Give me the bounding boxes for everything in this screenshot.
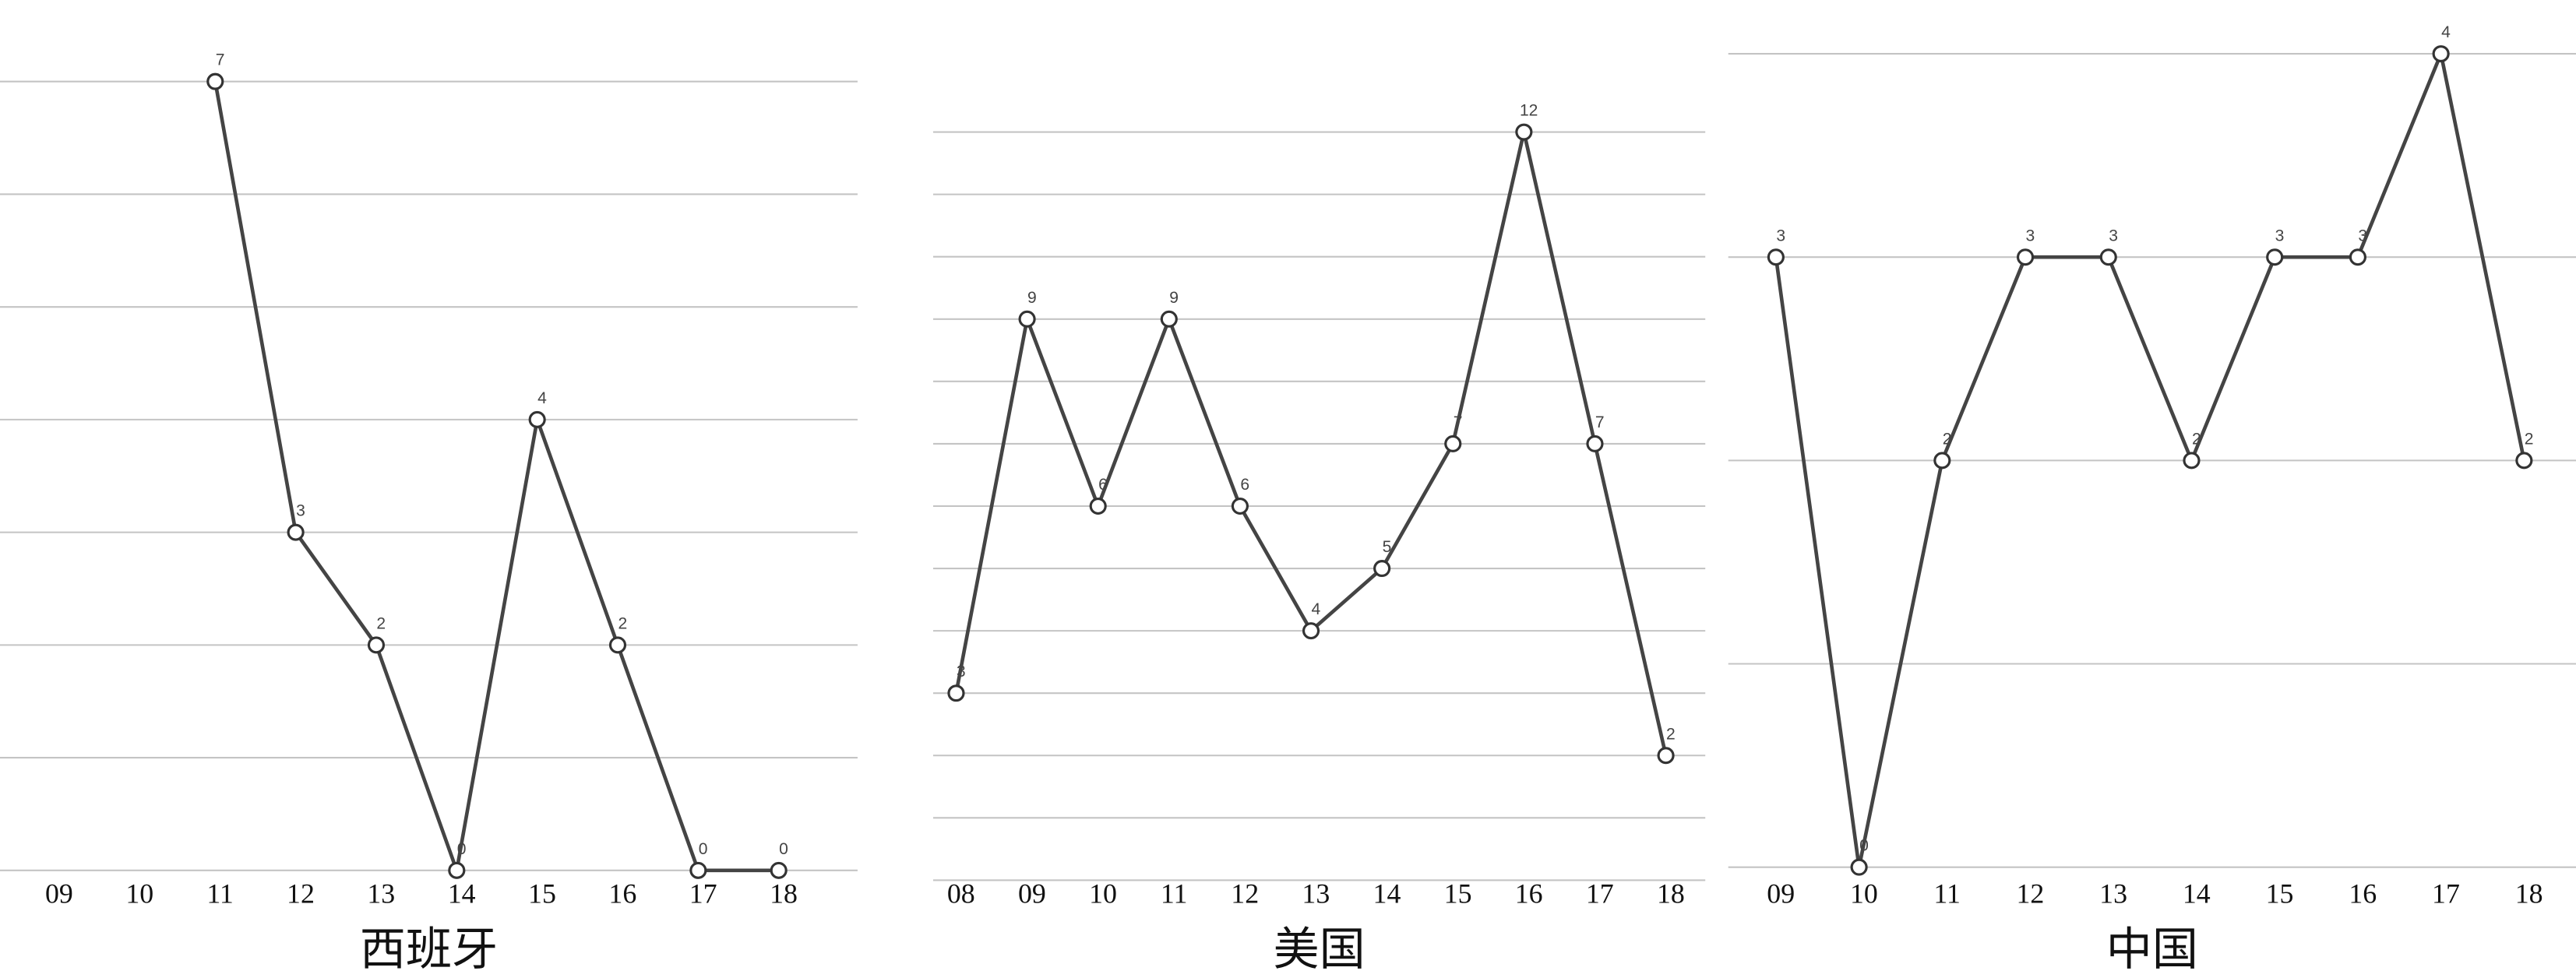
- x-tick-label: 09: [45, 878, 73, 909]
- data-label: 4: [537, 389, 547, 407]
- data-point: [2266, 248, 2284, 266]
- x-tick-label: 10: [125, 878, 153, 909]
- data-label: 3: [2358, 227, 2367, 244]
- x-tick-label: 18: [2515, 878, 2543, 909]
- data-label: 4: [1311, 600, 1320, 618]
- data-point: [1657, 747, 1675, 765]
- data-label: 2: [618, 614, 627, 632]
- data-label: 2: [2525, 431, 2534, 449]
- x-tick-label: 17: [689, 878, 717, 909]
- x-tick-label: 09: [1018, 878, 1046, 909]
- data-point: [2016, 248, 2035, 266]
- x-tick-label: 11: [206, 878, 234, 909]
- data-point: [287, 523, 305, 541]
- data-point: [608, 636, 627, 654]
- data-point: [1933, 452, 1951, 470]
- x-tick-label: 13: [2099, 878, 2127, 909]
- data-label: 3: [1776, 227, 1785, 244]
- x-tick-label: 14: [448, 878, 476, 909]
- x-tick-label: 12: [1231, 878, 1259, 909]
- data-point: [1302, 622, 1320, 640]
- x-tick-label: 16: [1515, 878, 1543, 909]
- data-label: 0: [457, 840, 467, 858]
- data-point: [689, 861, 707, 879]
- x-tick-label: 11: [1933, 878, 1961, 909]
- data-point: [1089, 497, 1107, 515]
- x-tick-label: 15: [1444, 878, 1472, 909]
- data-label: 2: [376, 614, 386, 632]
- data-label: 4: [2441, 23, 2451, 41]
- x-tick-label: 13: [367, 878, 395, 909]
- data-line: [213, 81, 779, 878]
- data-point: [1160, 310, 1178, 328]
- data-label: 7: [1454, 413, 1463, 431]
- data-point: [2183, 452, 2201, 470]
- x-tick-label: 17: [2432, 878, 2460, 909]
- data-label: 2: [1943, 431, 1952, 449]
- data-label: 3: [957, 663, 966, 681]
- x-tick-label: 16: [2349, 878, 2377, 909]
- x-tick-label: 10: [1089, 878, 1117, 909]
- chart-title: 西班牙: [360, 922, 498, 976]
- x-tick-label: 15: [528, 878, 556, 909]
- chart: 09 10 11 12 13 14 15 16 17 18 3 0 2 3 3 2 3 3 4 2 中国: [1728, 23, 2576, 976]
- data-point: [1444, 434, 1462, 452]
- data-point: [528, 410, 546, 428]
- x-tick-label: 14: [1373, 878, 1401, 909]
- x-tick-label: 09: [1767, 878, 1795, 909]
- x-tick-label: 11: [1161, 878, 1188, 909]
- data-label: 2: [2192, 431, 2201, 449]
- data-label: 0: [779, 840, 788, 858]
- data-label: 0: [1859, 837, 1869, 855]
- data-point: [1231, 497, 1249, 515]
- data-label: 9: [1027, 289, 1037, 307]
- x-tick-label: 16: [608, 878, 636, 909]
- data-line: [1774, 47, 2526, 868]
- chart-title: 中国: [2106, 922, 2198, 976]
- chart: 08 09 10 11 12 13 14 15 16 17 18 3 9 6 9 6 4 5 7 12 7 2 美国: [932, 102, 1706, 976]
- data-point: [770, 861, 788, 879]
- data-label: 2: [1666, 725, 1676, 743]
- data-point: [1586, 434, 1604, 452]
- x-tick-label: 14: [2183, 878, 2211, 909]
- data-point: [2432, 45, 2450, 63]
- data-point: [206, 72, 224, 90]
- x-tick-label: 13: [1302, 878, 1330, 909]
- x-tick-label: 15: [2266, 878, 2294, 909]
- data-point: [2515, 452, 2533, 470]
- data-label: 12: [1520, 102, 1538, 120]
- data-label: 6: [1098, 476, 1108, 494]
- x-tick-label: 08: [947, 878, 975, 909]
- data-label: 9: [1169, 289, 1179, 307]
- x-tick-label: 12: [287, 878, 315, 909]
- data-point: [1767, 248, 1785, 266]
- data-point: [2349, 248, 2366, 266]
- chart-title: 美国: [1274, 922, 1366, 976]
- data-point: [2099, 248, 2117, 266]
- data-point: [367, 636, 386, 654]
- data-label: 7: [1595, 413, 1605, 431]
- data-label: 3: [2026, 227, 2035, 244]
- x-tick-label: 10: [1850, 878, 1878, 909]
- data-label: 0: [699, 840, 708, 858]
- data-point: [1018, 310, 1036, 328]
- data-label: 3: [296, 502, 305, 520]
- data-point: [448, 861, 466, 879]
- data-label: 7: [216, 51, 225, 69]
- chart: 09 10 11 12 13 14 15 16 17 18 7 3 2 0 4 2 0 0 西班牙: [0, 51, 858, 976]
- data-label: 6: [1240, 476, 1249, 494]
- x-tick-label: 18: [1657, 878, 1685, 909]
- x-tick-label: 17: [1586, 878, 1614, 909]
- data-label: 5: [1383, 538, 1392, 556]
- x-tick-label: 12: [2016, 878, 2044, 909]
- data-point: [1373, 560, 1391, 578]
- data-point: [1515, 123, 1533, 141]
- data-label: 3: [2109, 227, 2118, 244]
- x-tick-label: 18: [770, 878, 798, 909]
- data-point: [947, 684, 965, 702]
- data-label: 3: [2275, 227, 2285, 244]
- data-point: [1850, 858, 1868, 876]
